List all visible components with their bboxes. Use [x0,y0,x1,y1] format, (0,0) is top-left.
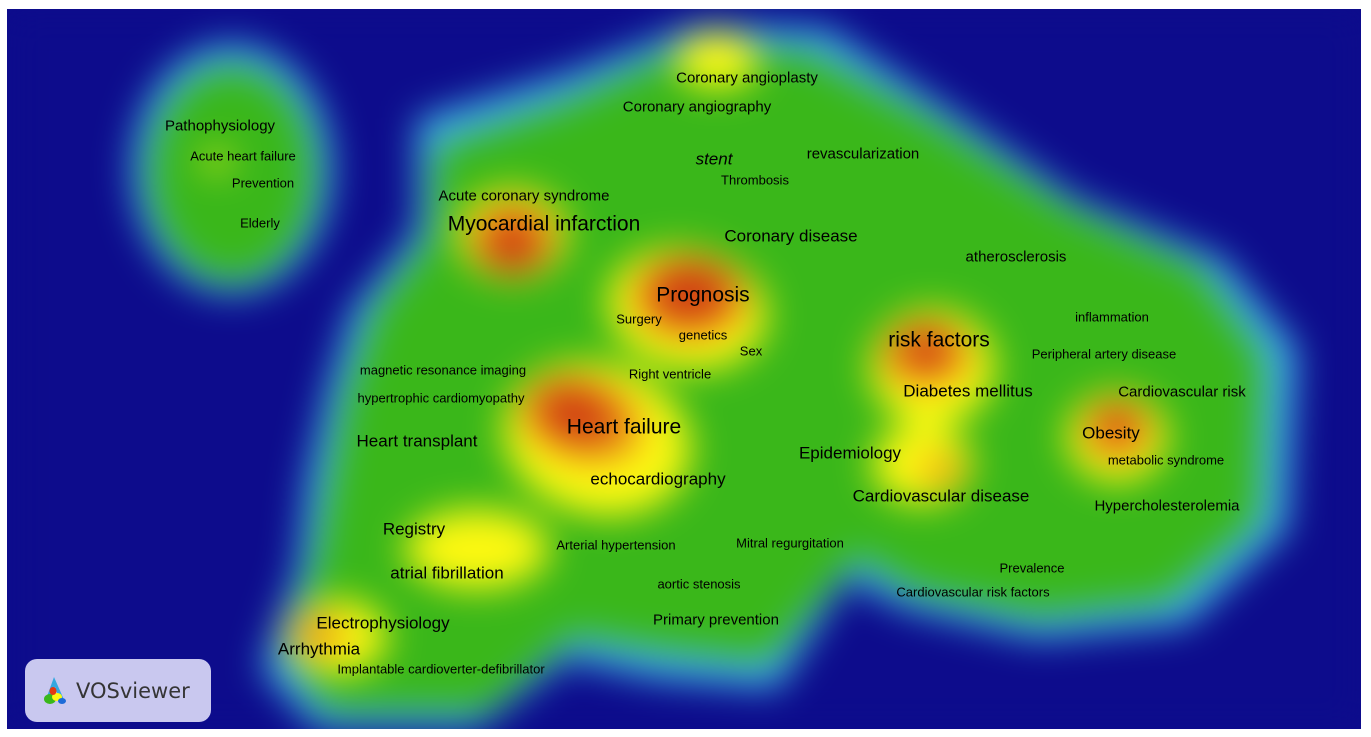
term-pathophysiology[interactable]: Pathophysiology [164,117,276,135]
term-echocardiography[interactable]: echocardiography [590,469,726,489]
term-magnetic-resonance-imaging[interactable]: magnetic resonance imaging [359,362,527,378]
term-inflammation[interactable]: inflammation [1075,309,1149,325]
term-surgery[interactable]: Surgery [616,311,662,327]
term-prevention[interactable]: Prevention [231,175,295,191]
term-arrhythmia[interactable]: Arrhythmia [277,639,361,659]
term-registry[interactable]: Registry [382,519,446,539]
term-coronary-disease[interactable]: Coronary disease [724,226,858,246]
term-thrombosis[interactable]: Thrombosis [721,172,789,188]
term-revascularization[interactable]: revascularization [806,145,920,163]
term-acute-heart-failure[interactable]: Acute heart failure [190,148,296,164]
term-myocardial-infarction[interactable]: Myocardial infarction [447,212,641,236]
term-atherosclerosis[interactable]: atherosclerosis [965,248,1067,266]
term-prognosis[interactable]: Prognosis [656,283,750,307]
term-diabetes-mellitus[interactable]: Diabetes mellitus [903,381,1033,401]
term-aortic-stenosis[interactable]: aortic stenosis [657,576,741,592]
term-heart-transplant[interactable]: Heart transplant [356,431,478,451]
term-hypertrophic-cardiomyopathy[interactable]: hypertrophic cardiomyopathy [357,390,525,406]
term-acute-coronary-syndrome[interactable]: Acute coronary syndrome [438,187,610,205]
term-heart-failure[interactable]: Heart failure [566,415,682,439]
term-obesity[interactable]: Obesity [1082,423,1140,443]
term-cardiovascular-risk-factors[interactable]: Cardiovascular risk factors [896,584,1050,600]
term-metabolic-syndrome[interactable]: metabolic syndrome [1107,452,1225,468]
term-arterial-hypertension[interactable]: Arterial hypertension [556,537,676,553]
term-primary-prevention[interactable]: Primary prevention [653,611,779,629]
term-coronary-angioplasty[interactable]: Coronary angioplasty [676,69,818,87]
term-coronary-angiography[interactable]: Coronary angiography [622,98,772,116]
term-right-ventricle[interactable]: Right ventricle [628,366,712,382]
term-risk-factors[interactable]: risk factors [888,328,990,352]
density-map[interactable]: Coronary angioplasty Coronary angiograph… [7,9,1361,729]
vosviewer-logo-icon [44,676,66,704]
term-genetics[interactable]: genetics [678,327,728,343]
term-epidemiology[interactable]: Epidemiology [798,443,902,463]
term-implantable-cardioverter-defibrillator[interactable]: Implantable cardioverter-defibrillator [337,661,545,677]
term-hypercholesterolemia[interactable]: Hypercholesterolemia [1094,497,1240,515]
density-heatmap [7,9,1361,729]
term-electrophysiology[interactable]: Electrophysiology [316,613,450,633]
term-cardiovascular-risk[interactable]: Cardiovascular risk [1118,383,1246,401]
term-sex[interactable]: Sex [739,343,763,359]
term-elderly[interactable]: Elderly [240,215,280,231]
term-mitral-regurgitation[interactable]: Mitral regurgitation [736,535,844,551]
term-labels: Coronary angioplasty Coronary angiograph… [7,9,1361,729]
term-peripheral-artery-disease[interactable]: Peripheral artery disease [1031,346,1177,362]
vosviewer-logo-text: VOSviewer [76,678,190,703]
term-atrial-fibrillation[interactable]: atrial fibrillation [390,563,504,583]
term-cardiovascular-disease[interactable]: Cardiovascular disease [852,486,1030,506]
term-prevalence[interactable]: Prevalence [999,560,1065,576]
vosviewer-logo: VOSviewer [25,659,211,722]
term-stent[interactable]: stent [695,149,733,169]
